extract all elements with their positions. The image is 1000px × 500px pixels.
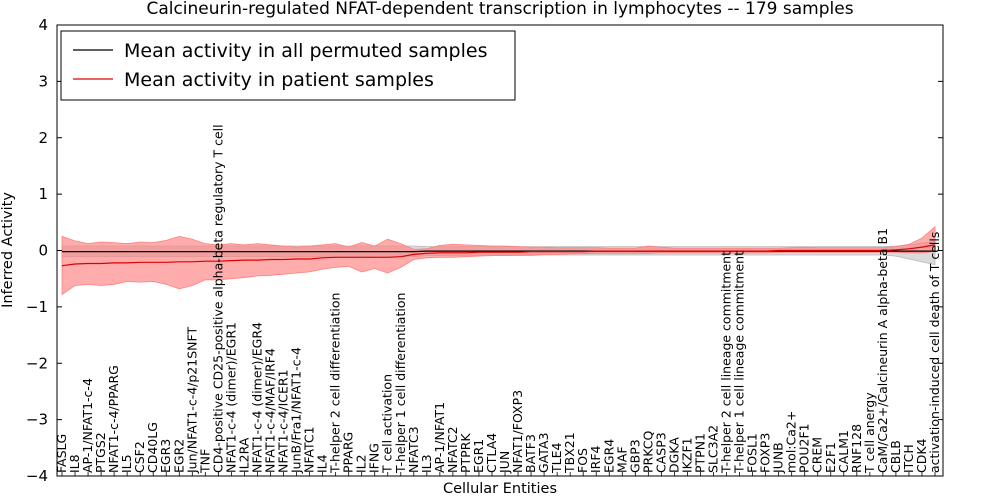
y-axis-label: Inferred Activity: [0, 192, 16, 308]
entity-label: IRF4: [588, 445, 603, 473]
entity-label: RNF128: [849, 424, 864, 473]
entity-label: EGR2: [171, 439, 186, 473]
entity-label: IL3: [419, 454, 434, 473]
entity-label: activation-induced cell death of T cells: [927, 232, 942, 473]
entity-label: T-helper 1 cell lineage commitment: [732, 251, 747, 474]
entity-label: T cell activation: [380, 374, 395, 474]
entity-label: GBP3: [627, 439, 642, 473]
entity-label: NFAT1-c-4/ICER1: [276, 369, 291, 473]
entity-label: POU2F1: [797, 423, 812, 473]
entity-label: E2F1: [823, 442, 838, 473]
y-tick-label: 2: [38, 129, 48, 147]
entity-label: NFAT1-c-4 (dimer)/EGR1: [223, 322, 238, 473]
entity-label: CBLB: [888, 440, 903, 473]
entity-label: CREM: [810, 437, 825, 473]
entity-label: CASP3: [653, 432, 668, 473]
entity-label: CaM/Ca2+/Calcineurin A alpha-beta B1: [875, 228, 890, 473]
entity-label: CD40LG: [145, 422, 160, 473]
entity-label: IL8: [67, 454, 82, 473]
entity-label: PRKCQ: [640, 431, 655, 473]
entity-label: AP-1/NFAT1: [432, 402, 447, 473]
entity-label: AP-1/NFAT1-c-4: [80, 378, 95, 473]
entity-label: T-helper 2 cell lineage commitment: [719, 251, 734, 474]
legend-box: [60, 30, 516, 101]
y-tick-label: −1: [26, 298, 48, 316]
entity-label: CD4-positive CD25-positive alpha-beta re…: [210, 124, 225, 473]
entity-label: JunB/Fra1/NFAT1-c-4: [289, 347, 304, 474]
entity-label: TLE4: [549, 443, 564, 474]
entity-label: Jun/NFAT1-c-4/p21SNFT: [184, 327, 199, 474]
legend-label-permuted: Mean activity in all permuted samples: [124, 40, 487, 62]
entity-label: CALM1: [836, 430, 851, 473]
y-tick-label: −3: [26, 411, 48, 429]
entity-label: PTPRK: [458, 433, 473, 473]
line-patient: [61, 244, 936, 267]
entity-label: NFAT1-c-4/MAF/IRF4: [263, 348, 278, 473]
entity-label: NFAT1/FOXP3: [510, 390, 525, 473]
legend-label-patient: Mean activity in patient samples: [124, 69, 434, 91]
entity-label: CTLA4: [484, 433, 499, 473]
entity-label: T-helper 2 cell differentiation: [328, 293, 343, 474]
entity-label: CSF2: [132, 441, 147, 473]
entity-label: PPARG: [341, 432, 356, 473]
legend: Mean activity in all permuted samples Me…: [60, 30, 516, 101]
entity-label: FASLG: [54, 434, 69, 473]
y-tick-label: 0: [38, 242, 48, 260]
entity-label: T cell anergy: [862, 392, 877, 474]
y-tick-label: 1: [38, 185, 48, 203]
y-tick-label: 3: [38, 72, 48, 90]
entity-label: BATF3: [523, 434, 538, 473]
y-axis: −4 −3 −2 −1 0 1 2 3 4: [26, 16, 943, 485]
series-lines: [61, 244, 936, 476]
entity-label: ITCH: [901, 444, 916, 473]
y-tick-label: −4: [26, 467, 48, 485]
entity-label: GATA3: [536, 433, 551, 473]
entity-labels: FASLGIL8AP-1/NFAT1-c-4PTGS2NFAT1-c-4/PPA…: [54, 124, 942, 474]
entity-label: IL5: [119, 454, 134, 473]
entity-label: FOSL1: [745, 433, 760, 473]
entity-label: IL2RA: [236, 437, 251, 473]
entity-label: IKZF1: [679, 437, 694, 473]
entity-label: SLC3A2: [706, 425, 721, 473]
entity-label: NFATC1: [302, 426, 317, 473]
y-tick-label: 4: [38, 16, 48, 34]
entity-label: FOS: [575, 448, 590, 473]
entity-label: NFATC2: [445, 426, 460, 473]
entity-label: NFAT1-c-4 (dimer)/EGR4: [249, 322, 264, 473]
entity-label: T-helper 1 cell differentiation: [393, 293, 408, 474]
entity-label: NFAT1-c-4/PPARG: [106, 365, 121, 473]
line-permuted: [62, 250, 935, 253]
entity-label: CDK4: [914, 438, 929, 473]
x-axis-label: Cellular Entities: [443, 481, 557, 497]
entity-label: MAF: [614, 446, 629, 473]
entity-label: IL4: [315, 454, 330, 473]
entity-label: EGR1: [471, 439, 486, 473]
entity-label: TBX21: [562, 432, 577, 474]
entity-label: EGR4: [601, 439, 616, 473]
entity-label: DGKA: [666, 437, 681, 473]
entity-label: EGR3: [158, 439, 173, 473]
entity-label: PTPN1: [693, 433, 708, 473]
entity-label: IL2: [354, 454, 369, 473]
entity-label: FOXP3: [758, 433, 773, 473]
entity-label: TNF: [197, 449, 212, 474]
entity-label: JUN: [497, 451, 512, 474]
entity-label: mol:Ca2+: [784, 411, 799, 473]
entity-label: PTGS2: [93, 432, 108, 473]
y-tick-label: −2: [26, 354, 48, 372]
entity-label: NFATC3: [406, 426, 421, 473]
entity-label: JUNB: [771, 442, 786, 474]
entity-label: IFNG: [367, 443, 382, 473]
chart-title: Calcineurin-regulated NFAT-dependent tra…: [146, 0, 853, 19]
